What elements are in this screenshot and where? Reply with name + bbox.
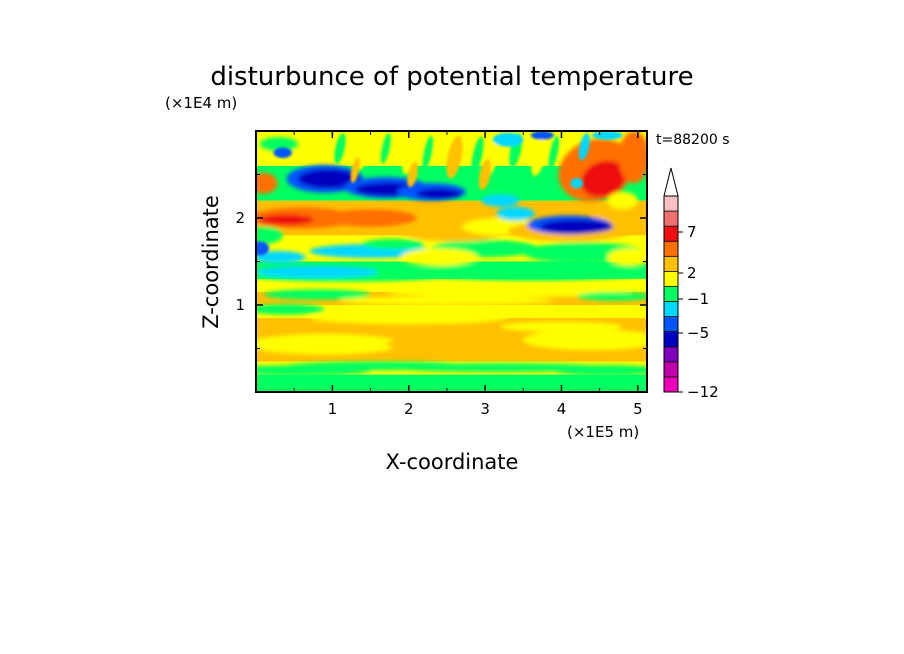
field-blob — [256, 333, 402, 355]
y-unit-label: (×1E4 m) — [165, 94, 237, 112]
colorbar: −12−5−127 — [663, 167, 719, 401]
colorbar-segment — [664, 331, 678, 348]
colorbar-segment — [664, 241, 678, 257]
field-blob — [401, 248, 478, 266]
field-blob — [531, 138, 546, 176]
x-tick-label: 5 — [633, 400, 643, 418]
colorbar-segment — [664, 196, 678, 212]
field-blob — [553, 365, 647, 376]
field-blob — [256, 251, 306, 264]
field-blob — [548, 135, 560, 170]
field-blob — [309, 311, 509, 325]
colorbar-extend-arrow — [663, 167, 679, 197]
time-label: t=88200 s — [656, 132, 730, 148]
field-blob — [298, 169, 360, 189]
field-blob — [259, 214, 314, 225]
temperature-field-fine — [256, 131, 623, 256]
field-blob — [256, 241, 269, 256]
field-blob — [402, 136, 416, 175]
field-blob — [422, 135, 434, 170]
field-blob — [576, 291, 647, 301]
colorbar-segment — [664, 376, 678, 393]
field-blob — [416, 188, 463, 199]
field-blob — [350, 157, 360, 183]
field-blob — [500, 321, 623, 332]
field-blob — [256, 172, 278, 194]
chart-title: disturbunce of potential temperature — [210, 62, 693, 92]
field-blob — [540, 219, 614, 234]
field-blob — [478, 159, 492, 190]
x-tick-label: 3 — [480, 400, 490, 418]
colorbar-label: 2 — [687, 264, 697, 282]
colorbar-segment — [664, 361, 678, 378]
field-blob — [481, 194, 520, 207]
field-blob — [385, 286, 631, 298]
colorbar-label: −5 — [687, 324, 709, 342]
field-blob — [334, 133, 346, 164]
colorbar-segment — [664, 346, 678, 363]
x-tick-label: 4 — [557, 400, 567, 418]
field-blob — [340, 296, 554, 305]
colorbar-segment — [664, 226, 678, 242]
field-blob — [607, 248, 647, 266]
field-blob — [256, 226, 283, 245]
colorbar-segment — [664, 301, 678, 318]
field-blob — [263, 289, 371, 300]
x-unit-label: (×1E5 m) — [567, 423, 639, 441]
field-blob — [579, 133, 590, 161]
field-blob — [607, 191, 638, 210]
colorbar-segment — [664, 316, 678, 333]
field-blob — [256, 265, 379, 279]
colorbar-segment — [664, 271, 678, 287]
field-blob — [380, 133, 391, 164]
y-axis-label: Z-coordinate — [199, 195, 223, 329]
y-tick-label: 2 — [235, 209, 245, 227]
field-blob — [408, 263, 647, 281]
field-blob — [446, 135, 463, 179]
field-blob — [581, 160, 626, 197]
colorbar-segment — [664, 211, 678, 227]
field-band — [256, 374, 647, 392]
field-blob — [492, 132, 524, 147]
field-blob — [618, 131, 647, 184]
y-tick-label: 1 — [235, 296, 245, 314]
field-blob — [530, 131, 554, 140]
field-blob — [496, 206, 535, 221]
field-blob — [324, 209, 417, 227]
x-tick-label: 1 — [328, 400, 338, 418]
y-axis-ticks: 12 — [235, 174, 647, 349]
field-blob — [592, 131, 623, 140]
colorbar-label: −12 — [687, 383, 719, 401]
field-blob — [570, 177, 583, 189]
field-blob — [407, 161, 418, 188]
x-tick-label: 2 — [404, 400, 414, 418]
colorbar-label: −1 — [687, 290, 709, 308]
colorbar-segment — [664, 256, 678, 272]
field-blob — [471, 136, 484, 175]
colorbar-label: 7 — [687, 223, 697, 241]
field-blob — [259, 137, 299, 152]
field-blob — [256, 304, 325, 315]
field-blob — [523, 329, 647, 351]
temperature-field-detail — [256, 131, 647, 376]
x-axis-label: X-coordinate — [386, 450, 519, 474]
colorbar-segment — [664, 286, 678, 303]
field-blob — [362, 238, 425, 250]
heatmap-plot-area — [255, 130, 648, 393]
x-axis-ticks: 1 2 3 4 5 — [293, 131, 643, 418]
field-blob — [273, 147, 292, 158]
